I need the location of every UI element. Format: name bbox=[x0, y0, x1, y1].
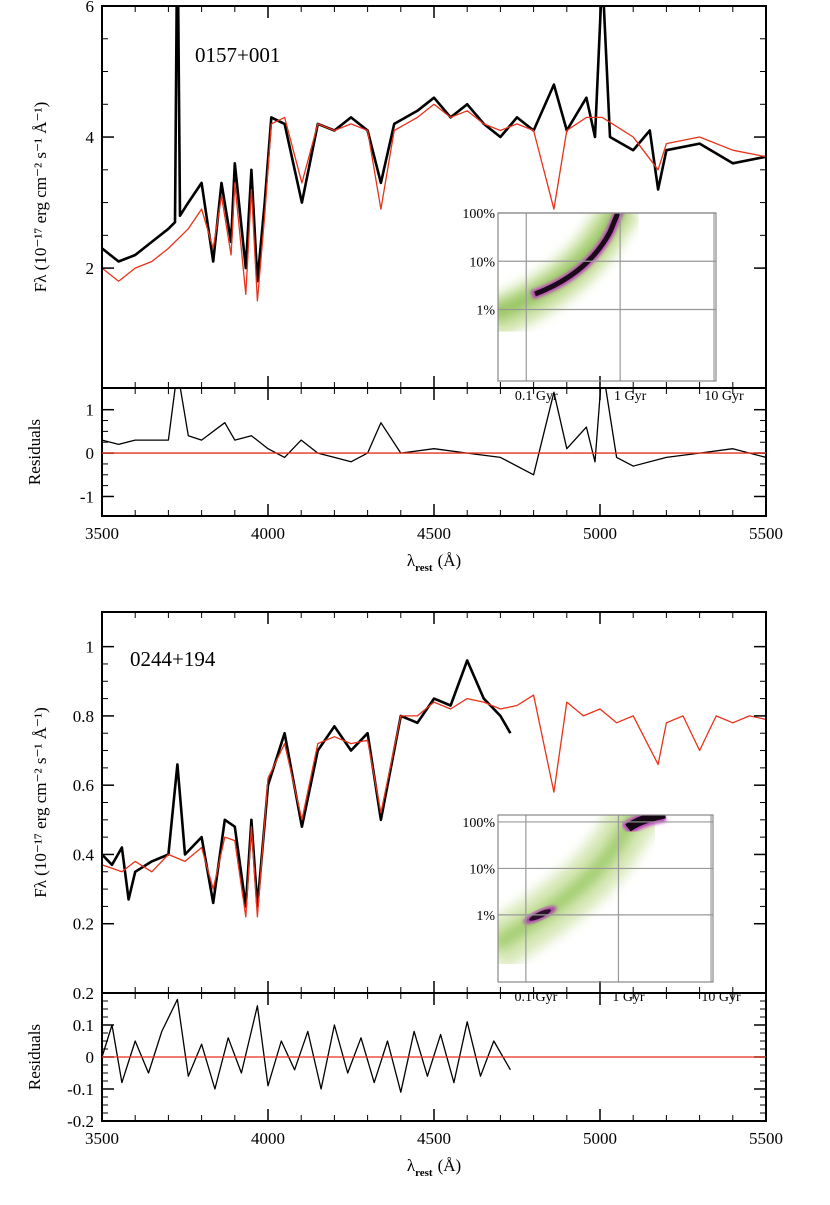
inset-y-tick-label: 1% bbox=[476, 304, 495, 319]
heatmap-1 bbox=[498, 815, 713, 982]
x-label-unit: (Å) bbox=[438, 551, 462, 570]
x-tick-label: 5500 bbox=[749, 524, 783, 543]
x-tick-label: 4000 bbox=[251, 524, 285, 543]
inset-frame bbox=[497, 814, 714, 983]
axes-frame bbox=[101, 387, 767, 517]
x-axis-label: λrest (Å) bbox=[407, 1156, 461, 1179]
x-tick-label: 5500 bbox=[749, 1129, 783, 1148]
y-tick-label: -1 bbox=[80, 487, 94, 506]
inset-y-tick-label: 10% bbox=[469, 255, 495, 270]
inset-x-tick-label: 0.1 Gyr bbox=[514, 990, 557, 1005]
y-axis-label: Residuals bbox=[25, 1024, 44, 1090]
y-tick-label: 0.2 bbox=[73, 915, 94, 934]
inset-y-tick-label: 100% bbox=[462, 207, 495, 222]
panel-title: 0244+194 bbox=[130, 647, 216, 671]
y-tick-label: 4 bbox=[86, 128, 95, 147]
y-tick-label: 6 bbox=[86, 0, 95, 16]
y-tick-label: 2 bbox=[86, 259, 95, 278]
x-tick-label: 4500 bbox=[417, 1129, 451, 1148]
inset: 0.1 Gyr 1 Gyr 10 Gyr 1% 10% 100% bbox=[462, 814, 741, 1005]
spectrum-line bbox=[102, 998, 511, 1093]
x-label-subscript: rest bbox=[415, 1167, 433, 1179]
inset-y-tick-label: 10% bbox=[469, 862, 495, 877]
x-tick-label: 4000 bbox=[251, 1129, 285, 1148]
x-tick-label: 5000 bbox=[583, 524, 617, 543]
plot-area bbox=[102, 998, 511, 1093]
inset-frame bbox=[497, 212, 717, 382]
inset-x-tick-label: 10 Gyr bbox=[704, 389, 744, 404]
heatmap-0 bbox=[498, 213, 716, 381]
x-tick-label: 3500 bbox=[85, 1129, 119, 1148]
inset: 0.1 Gyr 1 Gyr 10 Gyr 1% 10% 100% bbox=[462, 207, 744, 404]
inset-x-tick-label: 0.1 Gyr bbox=[515, 389, 558, 404]
y-axis-label: Fλ (10⁻¹⁷ erg cm⁻² s⁻¹ Å⁻¹) bbox=[31, 707, 50, 898]
y-axis-label: Fλ (10⁻¹⁷ erg cm⁻² s⁻¹ Å⁻¹) bbox=[31, 102, 50, 293]
inset-x-tick-label: 10 Gyr bbox=[701, 990, 741, 1005]
x-label-symbol: λ bbox=[407, 1156, 416, 1175]
y-axis-label: Residuals bbox=[25, 419, 44, 485]
plot-area bbox=[102, 659, 766, 918]
x-tick-label: 5000 bbox=[583, 1129, 617, 1148]
y-tick-label: 0.6 bbox=[73, 776, 94, 795]
x-axis-label: λrest (Å) bbox=[407, 551, 461, 574]
x-label-unit: (Å) bbox=[438, 1156, 462, 1175]
y-tick-label: 0.4 bbox=[73, 845, 95, 864]
y-tick-label: 0 bbox=[86, 444, 95, 463]
plot-area bbox=[102, 6, 766, 302]
x-tick-label: 3500 bbox=[85, 524, 119, 543]
y-tick-label: 0.2 bbox=[73, 984, 94, 1003]
y-tick-label: 0.8 bbox=[73, 707, 94, 726]
y-tick-label: -0.2 bbox=[67, 1112, 94, 1131]
inset-y-tick-label: 100% bbox=[462, 816, 495, 831]
x-tick-label: 4500 bbox=[417, 524, 451, 543]
y-tick-label: 1 bbox=[86, 401, 95, 420]
inset-y-tick-label: 1% bbox=[476, 909, 495, 924]
spectrum-line bbox=[102, 6, 766, 283]
x-label-symbol: λ bbox=[407, 551, 416, 570]
y-tick-label: -0.1 bbox=[67, 1080, 94, 1099]
spectrum-line bbox=[102, 659, 512, 908]
y-tick-label: 1 bbox=[86, 638, 95, 657]
panel-title: 0157+001 bbox=[195, 43, 280, 67]
spectrum-line bbox=[102, 694, 766, 918]
x-label-subscript: rest bbox=[415, 562, 433, 574]
inset-x-tick-label: 1 Gyr bbox=[614, 389, 647, 404]
y-tick-label: 0.1 bbox=[73, 1016, 94, 1035]
inset-x-tick-label: 1 Gyr bbox=[612, 990, 645, 1005]
y-tick-label: 0 bbox=[86, 1048, 95, 1067]
spectrum-line bbox=[102, 103, 766, 302]
